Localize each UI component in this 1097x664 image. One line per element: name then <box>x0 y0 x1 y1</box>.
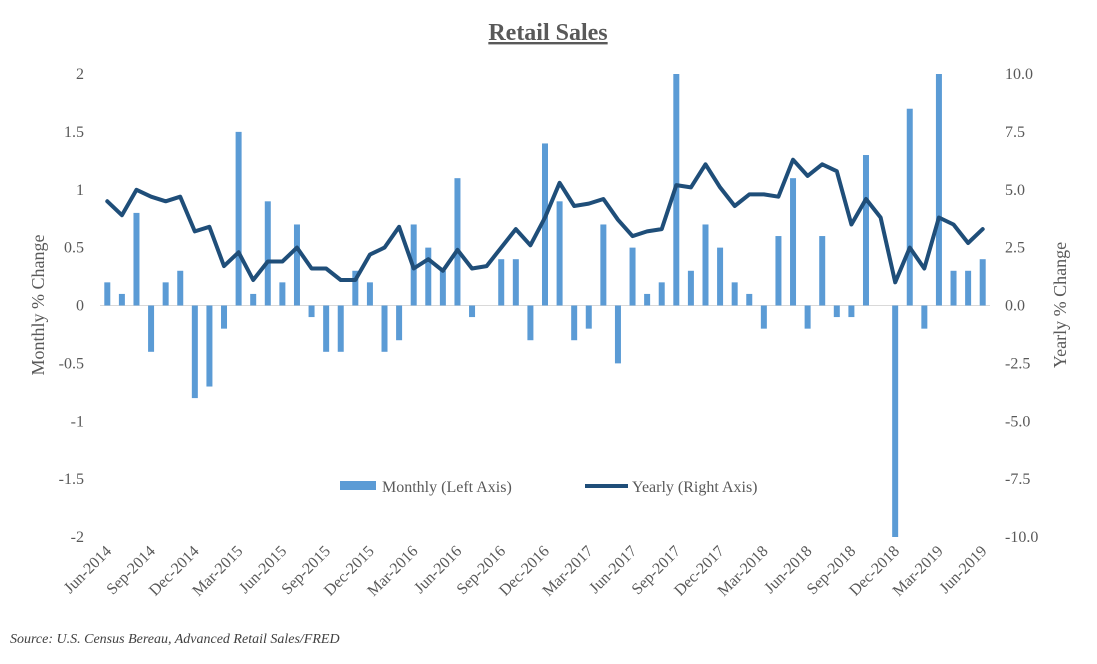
monthly-bar <box>833 305 840 318</box>
monthly-bar <box>571 305 578 341</box>
monthly-bar <box>250 293 257 306</box>
left-tick-label: 0 <box>76 298 84 315</box>
monthly-bar <box>162 282 169 306</box>
monthly-bar <box>600 224 607 306</box>
monthly-bar <box>819 236 826 306</box>
monthly-bar <box>542 143 548 306</box>
monthly-bar <box>425 247 432 306</box>
right-tick-label: 5.0 <box>1005 182 1025 199</box>
monthly-bar <box>498 259 505 306</box>
left-tick-label: -0.5 <box>59 355 84 372</box>
right-tick-label: 0.0 <box>1005 298 1025 315</box>
monthly-bar <box>527 305 534 341</box>
left-axis-title: Monthly % Change <box>28 235 48 376</box>
monthly-bar <box>512 259 519 306</box>
right-tick-label: -5.0 <box>1005 413 1030 430</box>
monthly-bar <box>469 305 476 318</box>
chart-title: Retail Sales <box>488 20 607 46</box>
monthly-bar <box>381 305 388 352</box>
monthly-bar <box>454 178 461 306</box>
monthly-bar <box>556 201 563 306</box>
x-tick-label: Jun-2019 <box>936 543 990 597</box>
monthly-bar <box>644 293 651 306</box>
right-tick-label: -7.5 <box>1005 471 1030 488</box>
monthly-bar <box>906 108 913 306</box>
monthly-bar <box>921 305 928 329</box>
monthly-bar <box>892 305 899 537</box>
monthly-bar <box>206 305 213 387</box>
x-axis-ticks: Jun-2014Sep-2014Dec-2014Mar-2015Jun-2015… <box>61 543 991 600</box>
monthly-bar <box>308 305 315 318</box>
monthly-bar <box>293 224 300 306</box>
monthly-bar <box>717 247 724 306</box>
right-axis-ticks: -10.0 -7.5 -5.0 -2.5 0.0 2.5 5.0 7.5 10.0 <box>1005 66 1038 546</box>
right-tick-label: 10.0 <box>1005 66 1033 83</box>
monthly-bar <box>148 305 155 352</box>
monthly-bar <box>965 270 972 306</box>
monthly-bars <box>104 74 986 537</box>
monthly-bar <box>221 305 228 329</box>
monthly-bar <box>804 305 811 329</box>
monthly-bar <box>935 74 942 306</box>
monthly-bar <box>731 282 738 306</box>
monthly-bar <box>775 236 782 306</box>
monthly-bar <box>133 212 140 306</box>
left-axis-ticks: -2 -1.5 -1 -0.5 0 0.5 1 1.5 2 <box>59 66 84 546</box>
monthly-bar <box>177 270 184 306</box>
left-tick-label: 1 <box>76 182 84 199</box>
monthly-bar <box>366 282 373 306</box>
monthly-bar <box>118 293 125 306</box>
monthly-bar <box>323 305 330 352</box>
yearly-line <box>105 157 985 285</box>
monthly-bar <box>264 201 271 306</box>
monthly-bar <box>658 282 665 306</box>
left-tick-label: -1 <box>71 413 84 430</box>
monthly-bar <box>337 305 344 352</box>
right-axis-title: Yearly % Change <box>1050 242 1070 368</box>
legend-swatch-monthly <box>340 481 376 490</box>
monthly-bar <box>396 305 403 341</box>
legend-label-monthly: Monthly (Left Axis) <box>382 479 512 496</box>
monthly-bar <box>279 282 286 306</box>
left-tick-label: -2 <box>71 529 84 546</box>
monthly-bar <box>950 270 957 306</box>
monthly-bar <box>760 305 767 329</box>
monthly-bar <box>702 224 709 306</box>
monthly-bar <box>629 247 636 306</box>
monthly-bar <box>746 293 753 306</box>
legend: Monthly (Left Axis) Yearly (Right Axis) <box>340 479 758 496</box>
right-tick-label: -2.5 <box>1005 355 1030 372</box>
monthly-bar <box>862 155 869 306</box>
monthly-bar <box>191 305 198 399</box>
monthly-bar <box>848 305 855 318</box>
monthly-bar <box>614 305 621 364</box>
monthly-bar <box>352 270 359 306</box>
monthly-bar <box>439 270 446 306</box>
right-tick-label: 2.5 <box>1005 240 1025 257</box>
legend-label-yearly: Yearly (Right Axis) <box>632 479 758 496</box>
left-tick-label: -1.5 <box>59 471 84 488</box>
monthly-bar <box>235 131 242 306</box>
left-tick-label: 2 <box>76 66 84 83</box>
right-tick-label: -10.0 <box>1005 529 1038 546</box>
monthly-bar <box>585 305 592 329</box>
monthly-bar <box>979 259 986 306</box>
right-tick-label: 7.5 <box>1005 124 1025 141</box>
monthly-bar <box>687 270 694 306</box>
monthly-bar <box>104 282 111 306</box>
left-tick-label: 0.5 <box>64 240 84 257</box>
monthly-bar <box>790 178 797 306</box>
left-tick-label: 1.5 <box>64 124 84 141</box>
source-note: Source: U.S. Census Bereau, Advanced Ret… <box>10 632 340 647</box>
